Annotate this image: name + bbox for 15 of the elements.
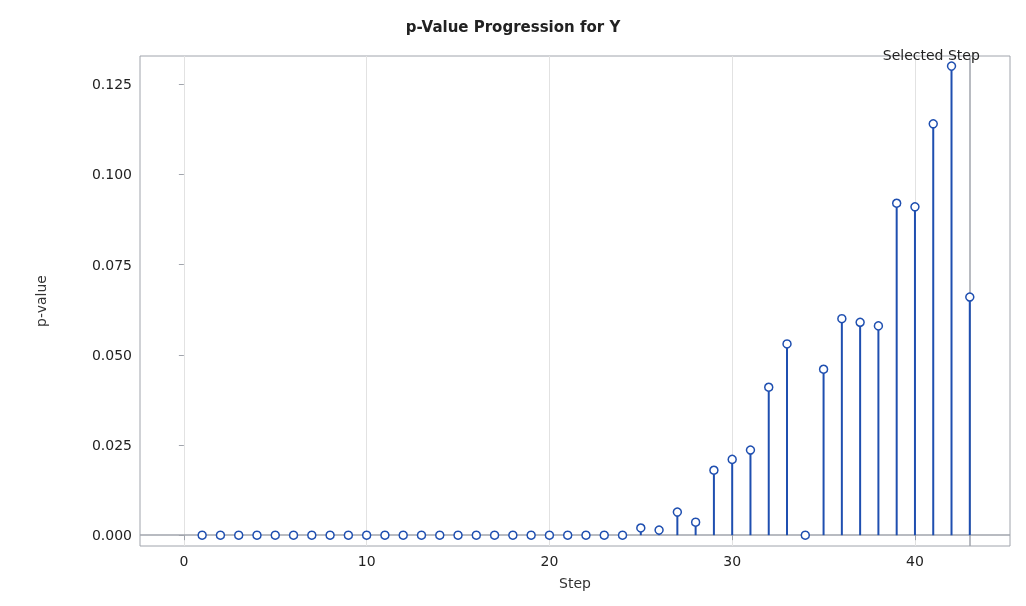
y-tick-label: 0.075 <box>91 256 132 273</box>
x-tick-label: 40 <box>906 553 924 569</box>
y-tick-label: 0.125 <box>91 76 132 93</box>
ref-line-label: Selected Step <box>882 47 980 63</box>
y-tick-label: 0.100 <box>91 166 132 183</box>
x-tick-label: 0 <box>179 553 189 569</box>
chart-title: p-Value Progression for Y <box>405 17 622 36</box>
y-tick-label: 0.025 <box>91 436 132 453</box>
x-tick-label: 20 <box>540 553 559 569</box>
x-axis-title: Step <box>559 575 592 591</box>
y-tick-label: 0.050 <box>91 346 132 363</box>
y-tick-label: 0.000 <box>91 527 132 544</box>
y-axis-title: p-value <box>33 275 49 327</box>
x-tick-label: 10 <box>357 553 376 569</box>
x-tick-label: 30 <box>723 553 742 569</box>
